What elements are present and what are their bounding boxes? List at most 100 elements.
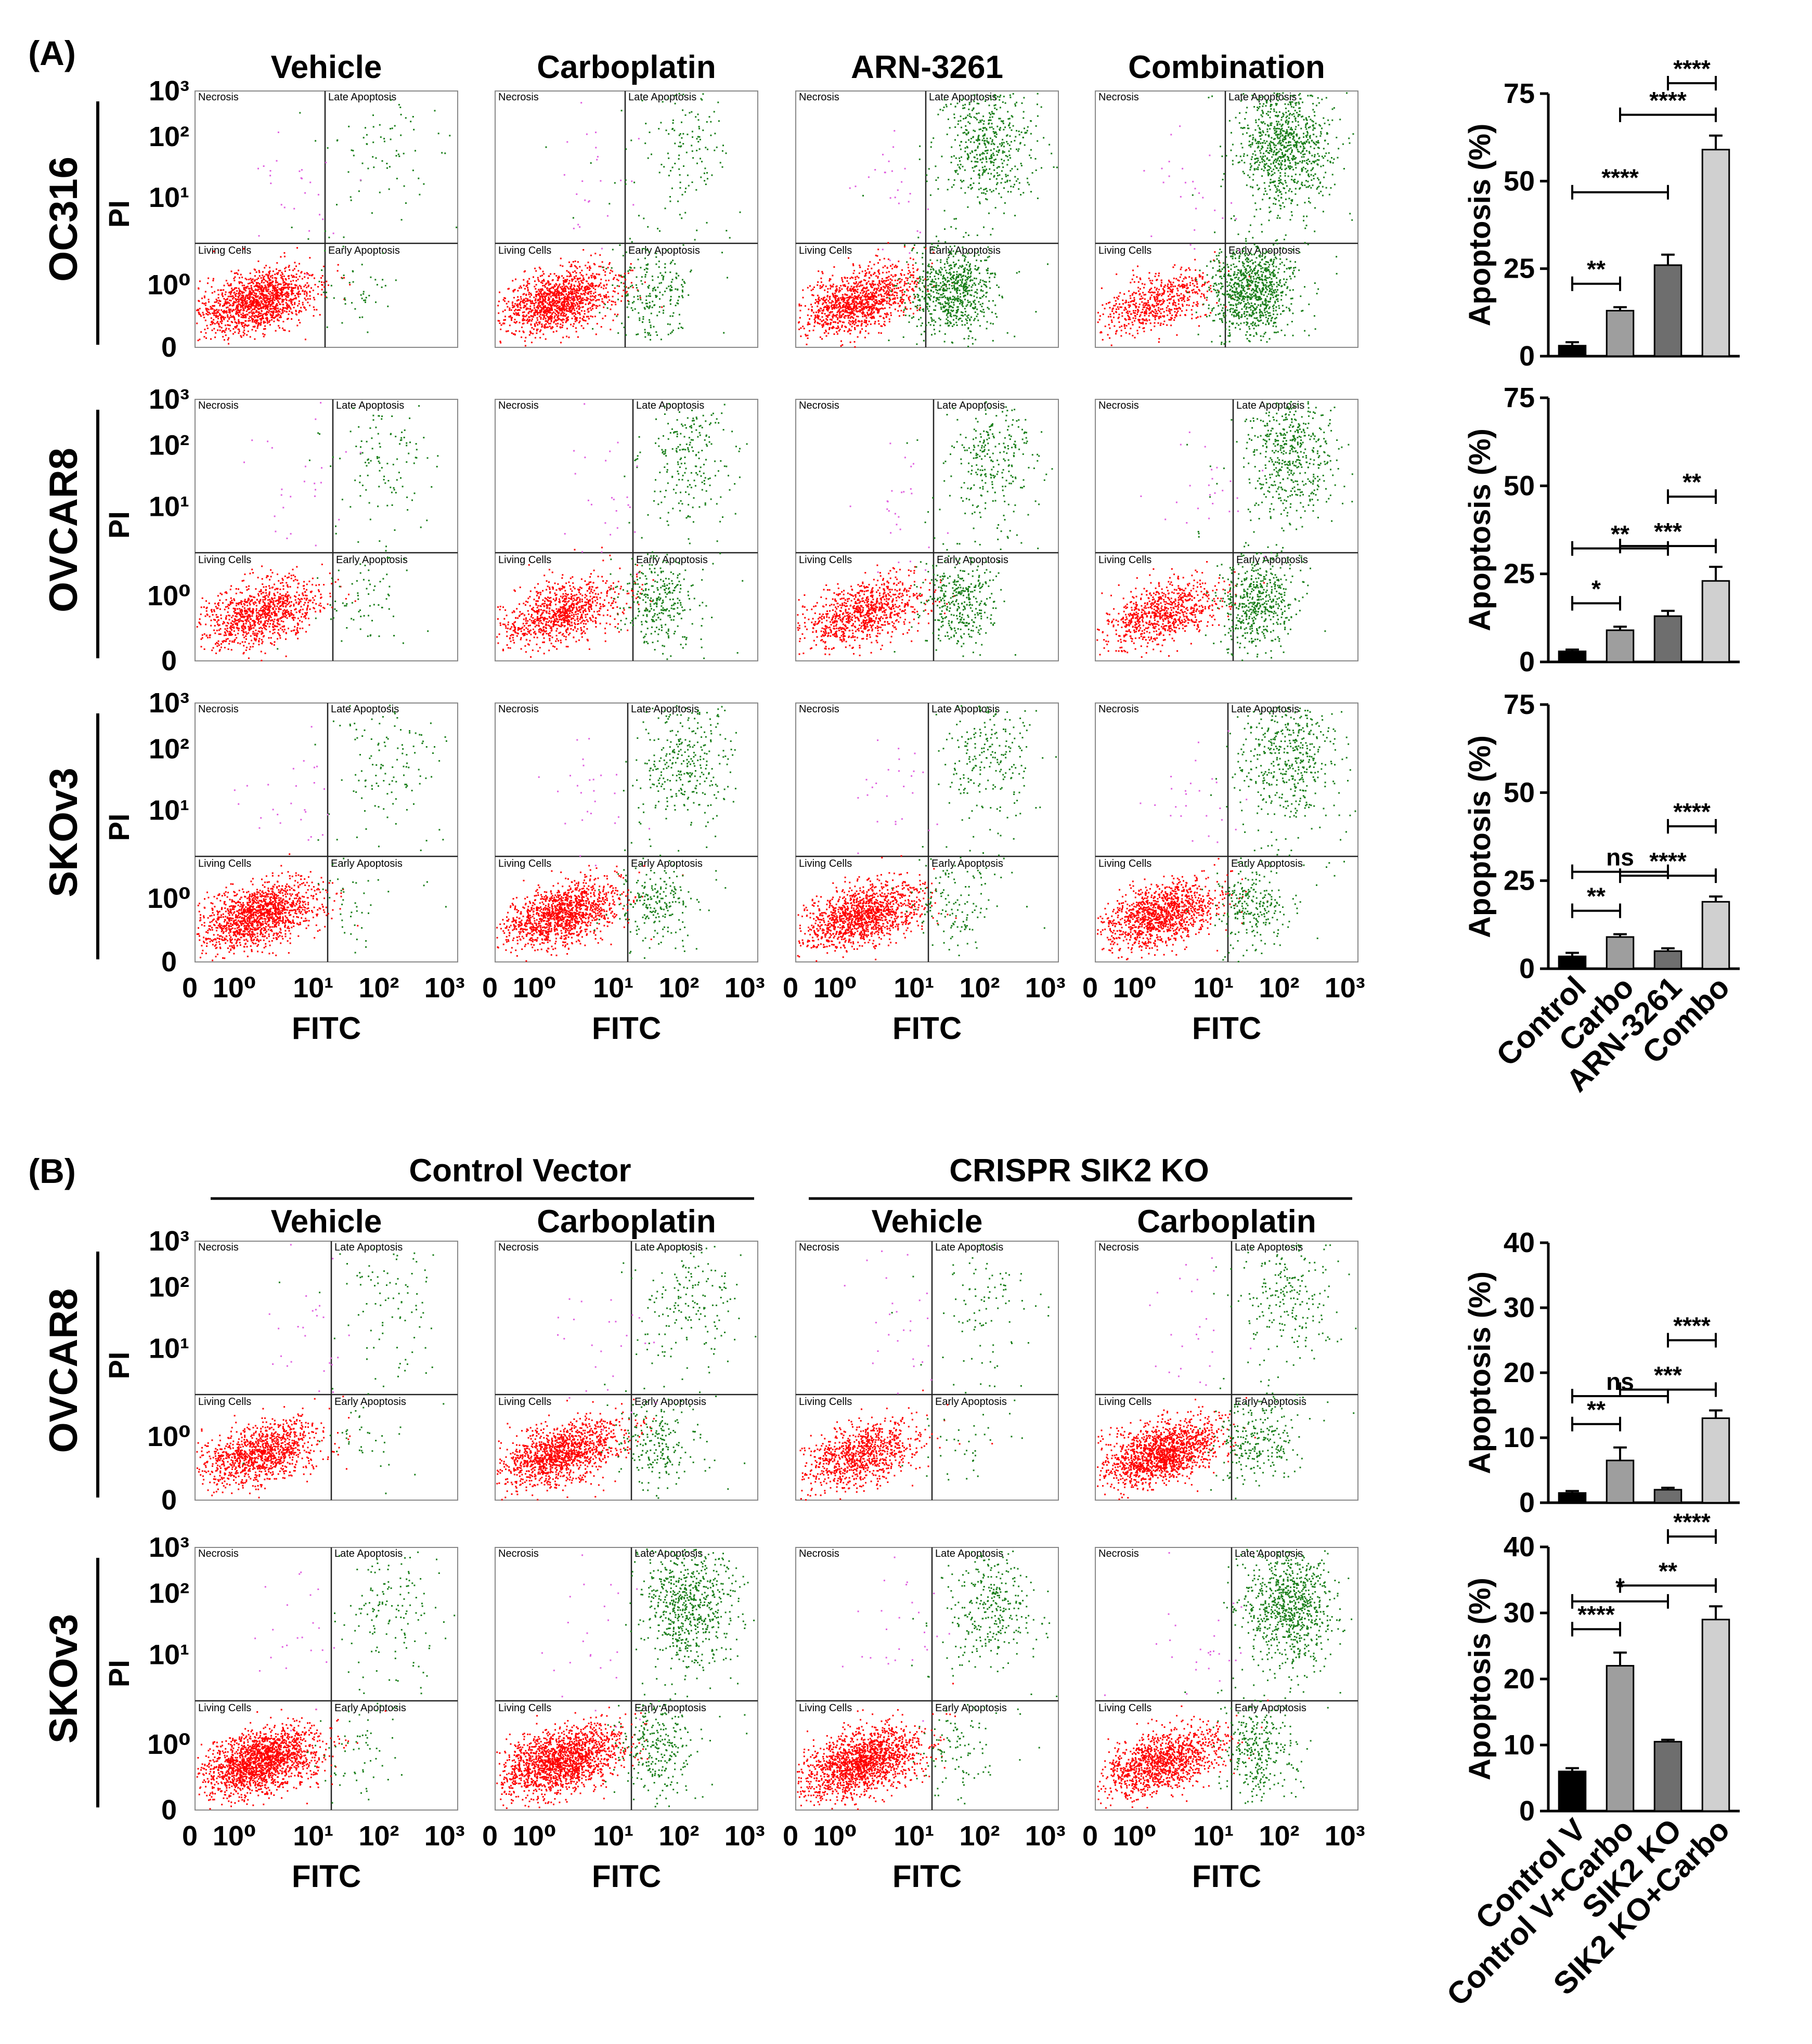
flow-y-tick-label: 10³	[149, 687, 189, 719]
significance-label: **	[1587, 256, 1606, 283]
quadrant-label-early-apoptosis: Early Apoptosis	[935, 1396, 1007, 1408]
quadrant-label-living-cells: Living Cells	[1098, 1396, 1151, 1408]
bar-y-tick-label: 50	[1504, 470, 1535, 501]
bar-y-axis-label: Apoptosis (%)	[1463, 1578, 1497, 1780]
quadrant-label-necrosis: Necrosis	[1098, 704, 1139, 715]
column-header: ARN-3261	[851, 49, 1003, 85]
bar-y-tick-label: 0	[1519, 341, 1535, 372]
quadrant-label-living-cells: Living Cells	[799, 858, 852, 869]
quadrant-label-living-cells: Living Cells	[198, 1702, 251, 1714]
bar-y-tick-label: 25	[1504, 253, 1535, 284]
quadrant-label-necrosis: Necrosis	[498, 92, 539, 103]
significance-label: ****	[1673, 1312, 1711, 1339]
flow-y-tick-label: 10²	[149, 121, 189, 152]
flow-x-axis-label: FITC	[292, 1011, 361, 1046]
bar	[1701, 1417, 1730, 1504]
flow-plot-frame	[495, 90, 758, 348]
panel-label-a: (A)	[28, 34, 76, 72]
quadrant-label-necrosis: Necrosis	[198, 400, 239, 411]
quadrant-label-living-cells: Living Cells	[799, 1396, 852, 1408]
flow-y-tick-label: 10⁰	[147, 883, 191, 914]
flow-y-tick-label: 0	[161, 1485, 177, 1516]
flow-x-tick-label: 10¹	[894, 1820, 934, 1852]
quadrant-label-early-apoptosis: Early Apoptosis	[328, 245, 400, 256]
flow-x-tick-label: 0	[182, 972, 198, 1004]
significance-label: **	[1587, 883, 1606, 910]
bar-y-tick-label: 0	[1519, 953, 1535, 984]
flow-y-tick-label: 10³	[149, 75, 189, 107]
bar-y-tick-label: 75	[1504, 689, 1535, 720]
flow-plot-frame	[195, 399, 458, 661]
quadrant-label-early-apoptosis: Early Apoptosis	[334, 1702, 406, 1714]
bar-y-tick-label: 0	[1519, 1487, 1535, 1518]
flow-x-tick-label: 0	[482, 1820, 498, 1852]
quadrant-label-late-apoptosis: Late Apoptosis	[334, 1242, 403, 1253]
quadrant-label-late-apoptosis: Late Apoptosis	[1228, 92, 1297, 103]
quadrant-label-late-apoptosis: Late Apoptosis	[336, 400, 404, 411]
quadrant-label-necrosis: Necrosis	[198, 1548, 239, 1559]
column-header: Vehicle	[271, 1204, 382, 1240]
quadrant-label-necrosis: Necrosis	[799, 1242, 839, 1253]
flow-x-tick-label: 0	[182, 1820, 198, 1852]
flow-y-tick-label: 10¹	[149, 795, 189, 826]
quadrant-label-necrosis: Necrosis	[498, 704, 539, 715]
quadrant-label-early-apoptosis: Early Apoptosis	[334, 1396, 406, 1408]
quadrant-label-late-apoptosis: Late Apoptosis	[328, 92, 396, 103]
quadrant-label-living-cells: Living Cells	[1098, 245, 1151, 256]
quadrant-label-late-apoptosis: Late Apoptosis	[929, 92, 997, 103]
flow-x-tick-label: 10⁰	[213, 1820, 256, 1852]
bar-y-tick-label: 0	[1519, 646, 1535, 678]
flow-x-tick-label: 10²	[658, 972, 699, 1004]
significance-label: ****	[1673, 1508, 1711, 1535]
flow-x-tick-label: 10³	[1325, 972, 1365, 1004]
flow-x-tick-label: 0	[783, 972, 798, 1004]
bar	[1701, 1619, 1730, 1812]
flow-y-tick-label: 10²	[149, 1578, 189, 1609]
quadrant-label-necrosis: Necrosis	[498, 400, 539, 411]
quadrant-label-early-apoptosis: Early Apoptosis	[1235, 1702, 1306, 1714]
flow-plot-frame	[1095, 702, 1358, 962]
flow-x-tick-label: 10¹	[894, 972, 934, 1004]
quadrant-label-necrosis: Necrosis	[198, 1242, 239, 1253]
bar	[1606, 629, 1635, 663]
quadrant-label-necrosis: Necrosis	[498, 1548, 539, 1559]
quadrant-label-late-apoptosis: Late Apoptosis	[931, 704, 1000, 715]
bar-y-tick-label: 20	[1504, 1663, 1535, 1695]
bar-y-axis-label: Apoptosis (%)	[1463, 1271, 1497, 1474]
flow-x-tick-label: 10¹	[293, 972, 333, 1004]
flow-x-tick-label: 10³	[424, 972, 465, 1004]
flow-x-tick-label: 10²	[658, 1820, 699, 1852]
quadrant-label-living-cells: Living Cells	[799, 1702, 852, 1714]
bar-y-tick-label: 25	[1504, 558, 1535, 590]
quadrant-label-late-apoptosis: Late Apoptosis	[631, 704, 699, 715]
flow-x-tick-label: 10³	[1025, 1820, 1066, 1852]
flow-x-tick-label: 0	[783, 1820, 798, 1852]
quadrant-label-necrosis: Necrosis	[198, 92, 239, 103]
flow-plot-frame	[195, 1241, 458, 1501]
bar-y-tick-label: 30	[1504, 1597, 1535, 1629]
bar-y-tick-label: 10	[1504, 1422, 1535, 1453]
quadrant-label-early-apoptosis: Early Apoptosis	[635, 1702, 706, 1714]
flow-x-tick-label: 10³	[724, 972, 765, 1004]
bar	[1558, 955, 1587, 970]
quadrant-label-early-apoptosis: Early Apoptosis	[628, 245, 700, 256]
flow-y-axis-label: PI	[102, 1660, 135, 1687]
flow-x-tick-label: 10³	[1025, 972, 1066, 1004]
quadrant-label-living-cells: Living Cells	[498, 1702, 551, 1714]
quadrant-label-early-apoptosis: Early Apoptosis	[935, 1702, 1007, 1714]
flow-x-tick-label: 10²	[358, 1820, 399, 1852]
quadrant-label-necrosis: Necrosis	[1098, 1548, 1139, 1559]
bar	[1558, 650, 1587, 663]
significance-label: ****	[1673, 798, 1711, 825]
flow-plot-frame	[195, 90, 458, 348]
